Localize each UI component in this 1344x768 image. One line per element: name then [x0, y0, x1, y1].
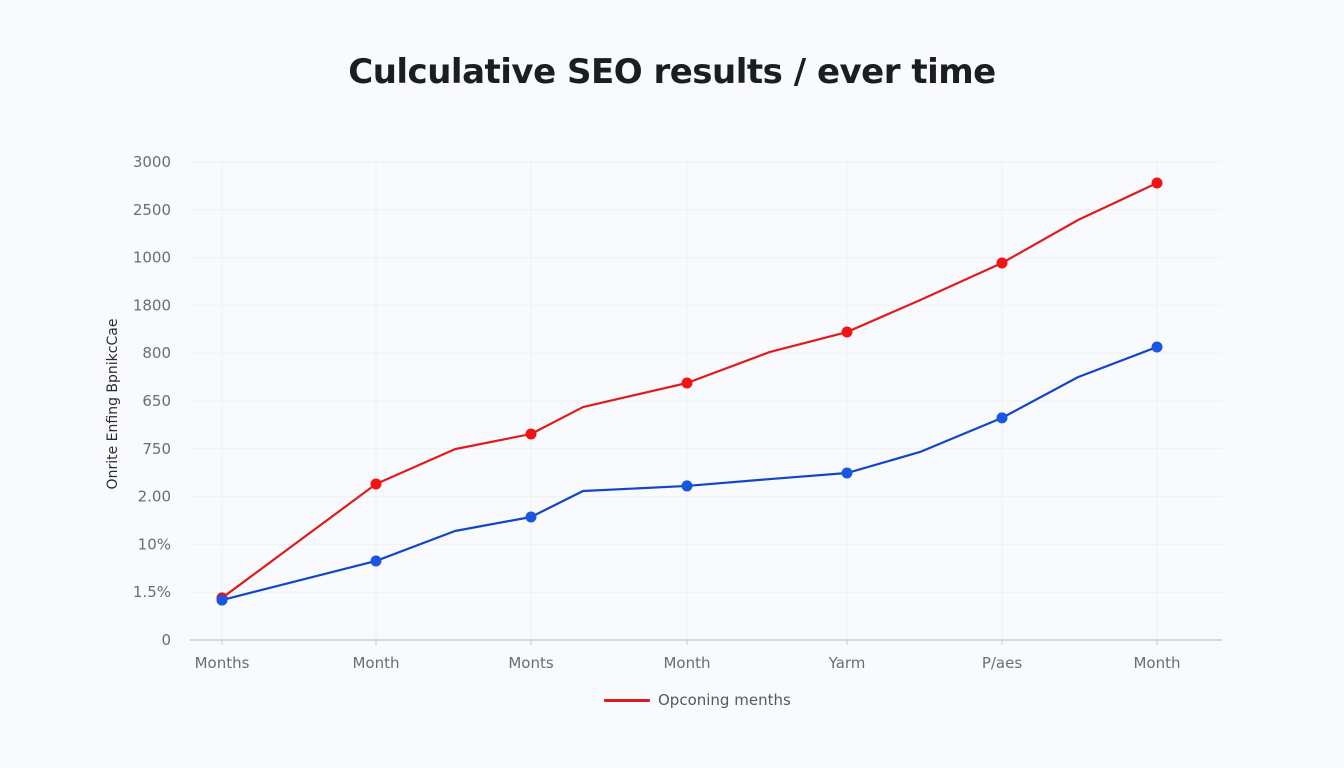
- x-tick-label: Months: [195, 654, 250, 672]
- legend-swatch-red: [604, 698, 650, 702]
- data-point-red[interactable]: [681, 377, 693, 389]
- y-tick-label: 1000: [133, 249, 171, 267]
- x-tick-label: Month: [1133, 654, 1180, 672]
- x-tick-label: P/aes: [982, 654, 1023, 672]
- data-point-red[interactable]: [1151, 177, 1163, 189]
- series-line-blue: [220, 345, 1159, 602]
- data-point-red[interactable]: [525, 428, 537, 440]
- data-point-blue[interactable]: [1151, 341, 1163, 353]
- x-tick-label: Month: [663, 654, 710, 672]
- data-point-red[interactable]: [370, 478, 382, 490]
- data-point-blue[interactable]: [216, 594, 228, 606]
- legend-label: Opconing menths: [658, 691, 791, 709]
- x-tick-label: Monts: [508, 654, 554, 672]
- data-series: [216, 177, 1163, 606]
- data-point-blue[interactable]: [996, 412, 1008, 424]
- x-tick-label: Month: [352, 654, 399, 672]
- x-axis-ticks: Months Month Monts Month Yarm P/aes Month: [195, 654, 1181, 672]
- gridlines: [190, 161, 1222, 640]
- y-tick-label: 800: [142, 344, 171, 362]
- y-axis-label: Onrite Enfing BpnikcCae: [105, 319, 121, 490]
- y-tick-label: 1.5%: [133, 583, 171, 601]
- y-tick-label: 750: [142, 440, 171, 458]
- data-point-blue[interactable]: [681, 480, 693, 492]
- data-point-red[interactable]: [841, 326, 853, 338]
- y-tick-label: 2.00: [138, 488, 171, 506]
- legend: Opconing menths: [604, 690, 791, 710]
- data-point-blue[interactable]: [370, 555, 382, 567]
- data-point-blue[interactable]: [525, 511, 537, 523]
- y-tick-label: 3000: [133, 153, 171, 171]
- y-axis-ticks: 3000 2500 1000 1800 800 650 750 2.00 10% 1.5% 0: [133, 153, 171, 649]
- y-tick-label: 1800: [133, 296, 171, 314]
- y-tick-label: 10%: [138, 535, 171, 553]
- y-tick-label: 0: [161, 631, 171, 649]
- data-point-red[interactable]: [996, 257, 1008, 269]
- y-tick-label: 2500: [133, 201, 171, 219]
- y-tick-label: 650: [142, 392, 171, 410]
- series-line-red: [220, 181, 1159, 600]
- chart-title: Culculative SEO results / ever time: [348, 52, 996, 92]
- x-axis: [190, 639, 1222, 645]
- x-tick-label: Yarm: [828, 654, 866, 672]
- data-point-blue[interactable]: [841, 467, 853, 479]
